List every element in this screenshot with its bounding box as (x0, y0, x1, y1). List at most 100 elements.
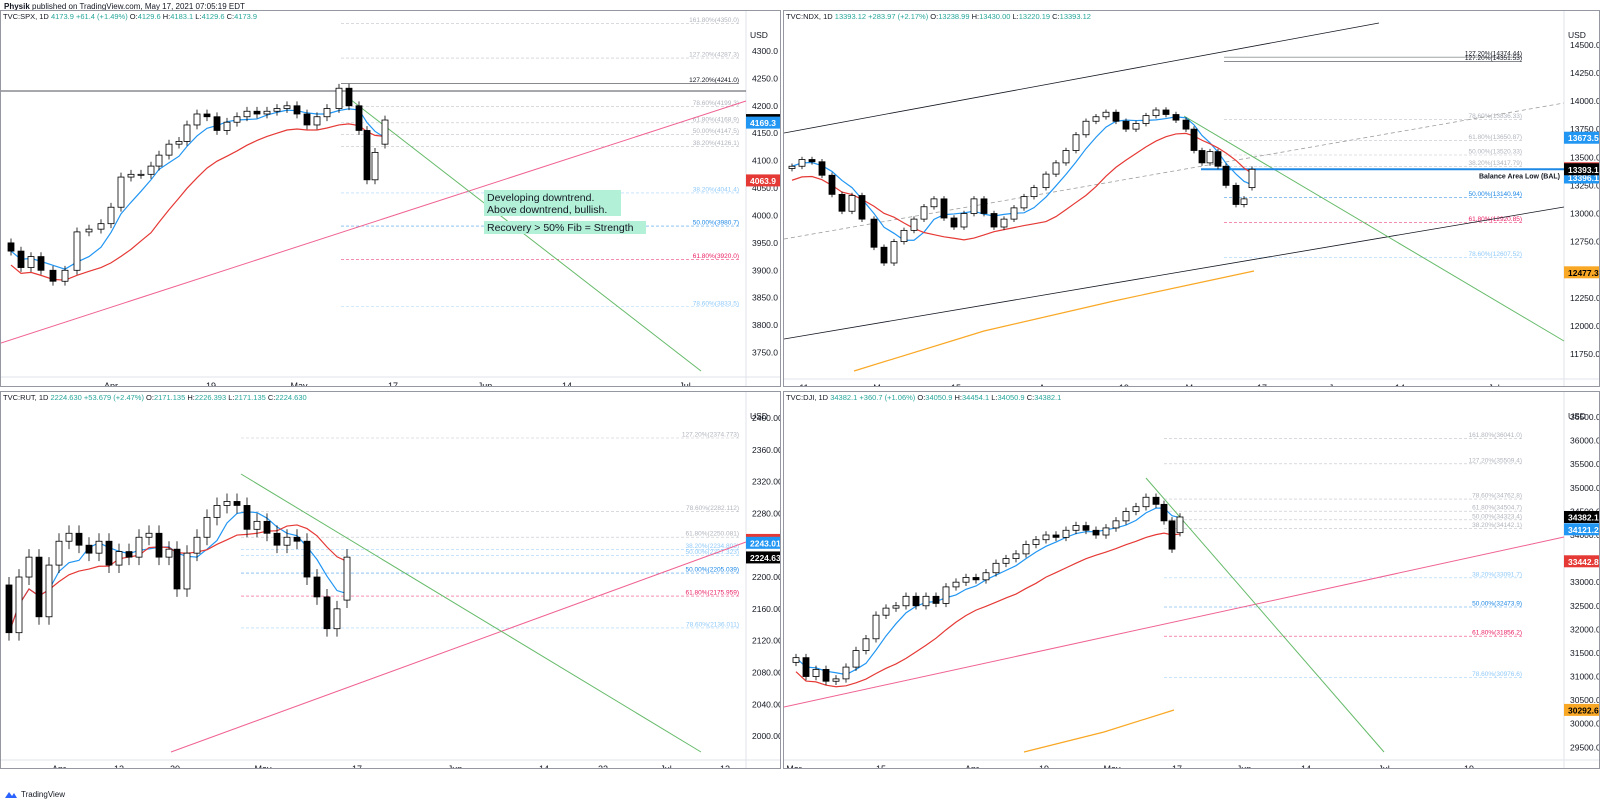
price-tick-label: 2120.00 (752, 636, 781, 646)
price-tick-label: 36000.00 (1570, 436, 1600, 446)
candle-body (1232, 184, 1240, 205)
candle-body (882, 607, 890, 616)
time-tick-label: Apr (104, 381, 118, 387)
fib-level-label: 61.80%(13650.87) (1469, 134, 1523, 141)
price-tick-label: 3850.0 (752, 293, 778, 303)
chart-pane-ndx[interactable]: TVC:NDX, 1D 13393.12 +283.97 (+2.17%) O:… (783, 10, 1600, 387)
symbol-name[interactable]: TVC:NDX, 1D (786, 12, 833, 21)
candle-body (828, 174, 836, 195)
chart-svg[interactable]: 4300.0 4250.0 4200.0 4150.0 4100.0 4050.0 4000… (1, 11, 781, 387)
time-tick-label: 17 (1172, 764, 1182, 769)
ma-50-line (10, 123, 386, 281)
candle-body (175, 141, 183, 145)
high-value: 4183.1 (170, 12, 194, 21)
candle-body (798, 159, 806, 167)
price-tag-label: 13393.12 (1568, 165, 1600, 175)
price-change: +283.97 (+2.17%) (868, 12, 929, 21)
candle-body (792, 657, 800, 663)
tradingview-brand[interactable]: TradingView (21, 790, 66, 799)
candle-body (832, 678, 840, 682)
time-tick-label: 14 (539, 764, 549, 769)
chart-svg[interactable]: 2400.002360.002320.002280.002240.002200.… (1, 392, 781, 769)
candle-body (890, 241, 898, 264)
publisher-name[interactable]: Physik (4, 2, 30, 11)
price-tag-label: 4063.9 (750, 176, 776, 186)
fib-level-label: 78.60%(2282.112) (686, 505, 739, 512)
close-value: 4173.9 (234, 12, 258, 21)
time-tick-label: 19 (1039, 764, 1049, 769)
time-tick-label: Jul (1488, 383, 1500, 387)
note-box (484, 190, 621, 216)
price-tick-label: 12250.0 (1570, 293, 1600, 303)
chart-pane-spx[interactable]: TVC:SPX, 1D 4173.9 +61.4 (+1.49%) O:4129… (0, 10, 781, 387)
fib-level-label: 38.20%(4041.4) (693, 186, 739, 193)
time-tick-label: 15 (951, 383, 961, 387)
symbol-name[interactable]: TVC:SPX, 1D (3, 12, 49, 21)
price-tick-label: 13250.0 (1570, 180, 1600, 190)
fib-level-label: 38.20%(33091.7) (1472, 571, 1522, 578)
price-tag (746, 116, 780, 129)
candle-body (1082, 525, 1090, 531)
chart-pane-rut[interactable]: TVC:RUT, 1D 2224.630 +53.679 (+2.47%) O:… (0, 391, 781, 769)
price-change: +360.7 (+1.06%) (859, 393, 916, 402)
time-tick-label: 19 (1464, 764, 1474, 769)
chart-svg[interactable]: 36500.0036000.0035500.0035000.0034500.00… (784, 392, 1600, 769)
candle-body (972, 577, 980, 581)
candle-body (1168, 520, 1176, 550)
candle-body (1162, 109, 1170, 115)
candle-body (137, 173, 145, 176)
note-text: Recovery > 50% Fib = Strength (487, 222, 634, 234)
last-price: 2224.630 (50, 393, 82, 402)
price-tick-label: 2400.00 (752, 413, 781, 423)
candle-body (283, 105, 291, 109)
candle-body (1052, 162, 1060, 175)
candle-body (952, 581, 960, 588)
price-tick-label: 2320.00 (752, 477, 781, 487)
candle-body (333, 608, 341, 630)
price-tag (1564, 266, 1599, 279)
trendline-support (170, 541, 747, 753)
time-tick-label: May (1103, 764, 1121, 769)
chart-svg[interactable]: 14500.0 14250.0 14000.0 13750.0 13500.0 13250… (784, 11, 1600, 387)
publish-date: published on TradingView.com, May 17, 20… (29, 2, 245, 11)
candle-body (127, 173, 135, 178)
price-tick-label: 14000.0 (1570, 96, 1600, 106)
candle-body (273, 108, 281, 112)
candle-body (95, 540, 103, 554)
time-tick-label: Apr (1039, 383, 1053, 387)
high-value: 13430.00 (979, 12, 1011, 21)
candle-body (73, 231, 81, 271)
candle-body (183, 124, 191, 142)
fib-level-label: 38.20%(4126.1) (693, 140, 739, 147)
candle-body (1012, 553, 1020, 559)
candle-body (135, 536, 143, 558)
candle-body (243, 110, 251, 118)
chart-pane-dji[interactable]: TVC:DJI, 1D 34382.1 +360.7 (+1.06%) O:34… (783, 391, 1600, 769)
price-tag-label: 2243.010 (750, 538, 781, 548)
currency-label: USD (1568, 411, 1586, 421)
time-tick-label: Jul (660, 764, 672, 769)
candle-body (313, 116, 321, 126)
price-tag (746, 536, 780, 549)
candle-body (858, 195, 866, 220)
fib-level-label: 50.00%(13520.33) (1469, 149, 1523, 156)
symbol-name[interactable]: TVC:DJI, 1D (786, 393, 829, 402)
candle-body (293, 105, 301, 115)
candle-body (55, 540, 63, 566)
candle-body (1042, 534, 1050, 541)
price-tick-label: 35500.00 (1570, 459, 1600, 469)
note-text: Developing downtrend. (487, 192, 594, 204)
time-tick-label: 20 (170, 764, 180, 769)
price-tag-label: 2224.630 (750, 553, 781, 563)
candle-body (1002, 558, 1010, 564)
balance-area-low-label: Balance Area Low (BAL) (1479, 173, 1560, 180)
candle-body (892, 605, 900, 609)
trendline-support (784, 536, 1565, 708)
symbol-name[interactable]: TVC:RUT, 1D (3, 393, 49, 402)
price-tick-label: 14250.0 (1570, 68, 1600, 78)
fib-level-label: 127.20%(14351.53) (1465, 55, 1522, 62)
fib-level-label: 50.00%(34323.4) (1472, 513, 1522, 520)
fib-level-label: 38.20%(34142.1) (1472, 522, 1522, 529)
price-tick-label: 4050.0 (752, 183, 778, 193)
time-tick-label: Jun (448, 764, 463, 769)
